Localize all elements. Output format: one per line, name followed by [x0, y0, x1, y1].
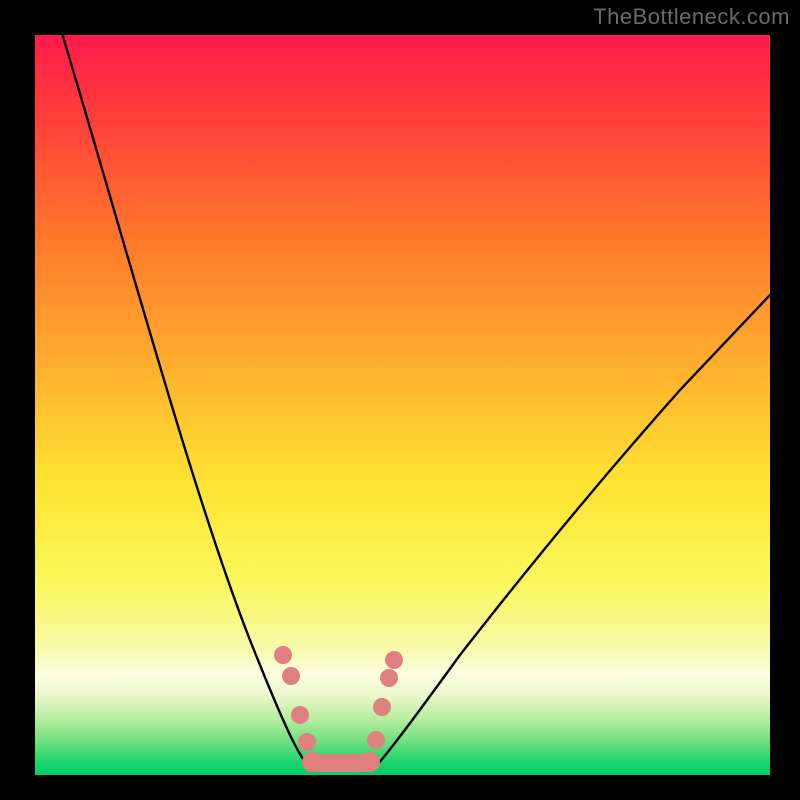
marker-dot — [274, 646, 292, 664]
watermark-text: TheBottleneck.com — [593, 4, 790, 30]
marker-dot — [291, 706, 309, 724]
chart-root: TheBottleneck.com — [0, 0, 800, 800]
marker-dot — [360, 752, 380, 772]
marker-dot — [298, 733, 316, 751]
marker-dot — [380, 669, 398, 687]
chart-svg — [0, 0, 800, 800]
marker-dot — [282, 667, 300, 685]
marker-dot — [302, 752, 322, 772]
marker-dot — [367, 731, 385, 749]
plot-background — [35, 35, 770, 775]
marker-dot — [385, 651, 403, 669]
marker-dot — [373, 698, 391, 716]
